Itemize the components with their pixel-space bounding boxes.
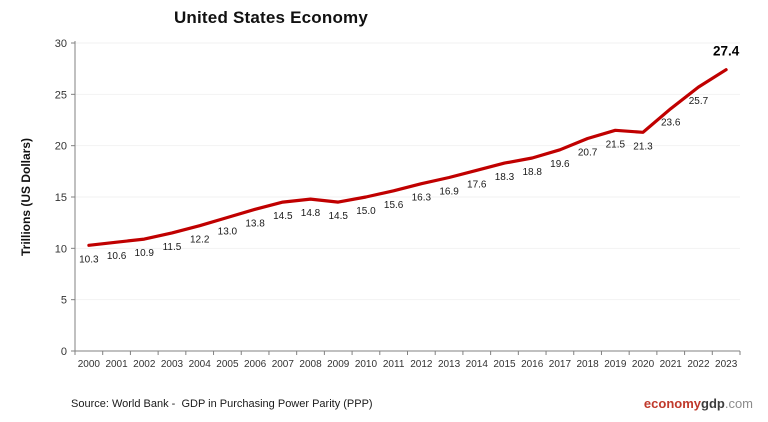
- data-label: 10.6: [107, 251, 127, 262]
- y-tick-label: 0: [61, 346, 67, 358]
- gdp-line-series: [87, 68, 728, 247]
- x-tick-label: 2016: [521, 359, 544, 370]
- x-tick-label: 2022: [687, 359, 710, 370]
- x-tick-label: 2014: [466, 359, 489, 370]
- data-label: 16.3: [412, 193, 432, 204]
- x-tick-label: 2003: [161, 359, 184, 370]
- x-tick-label: 2000: [78, 359, 101, 370]
- y-tick-label: 10: [55, 243, 67, 255]
- data-label: 10.3: [79, 254, 99, 265]
- y-tick-label: 5: [61, 295, 67, 307]
- x-tick-label: 2017: [549, 359, 572, 370]
- data-label: 21.5: [606, 139, 626, 150]
- source-note: Source: World Bank - GDP in Purchasing P…: [71, 398, 373, 410]
- y-tick-label: 15: [55, 192, 67, 204]
- data-label: 14.5: [328, 211, 348, 222]
- data-label: 16.9: [439, 186, 459, 197]
- x-tick-label: 2007: [272, 359, 295, 370]
- chart-title: United States Economy: [173, 8, 369, 27]
- x-tick-label: 2011: [383, 359, 405, 370]
- y-tick-label: 20: [55, 141, 67, 153]
- x-tick-label: 2018: [576, 359, 599, 370]
- x-tick-label: 2015: [493, 359, 516, 370]
- data-label: 15.6: [384, 200, 404, 211]
- x-tick-label: 2019: [604, 359, 627, 370]
- data-label: 17.6: [467, 179, 487, 190]
- x-tick-label: 2001: [105, 359, 128, 370]
- data-label: 25.7: [689, 96, 709, 107]
- x-tick-label: 2023: [715, 359, 738, 370]
- y-tick-label: 25: [55, 89, 67, 101]
- data-label: 14.8: [301, 208, 321, 219]
- x-tick-label: 2006: [244, 359, 267, 370]
- x-tick-label: 2008: [299, 359, 322, 370]
- x-tick-label: 2012: [410, 359, 433, 370]
- x-tick-label: 2021: [660, 359, 683, 370]
- watermark-logo: economygdp.com: [644, 396, 753, 411]
- data-label: 19.6: [550, 159, 570, 170]
- y-tick-label: 30: [55, 38, 67, 50]
- data-label-latest: 27.4: [713, 44, 740, 59]
- data-label: 20.7: [578, 147, 598, 158]
- logo-com-text: .com: [724, 396, 753, 411]
- data-label: 18.8: [522, 167, 542, 178]
- logo-gdp-text: gdp: [701, 396, 725, 411]
- x-tick-label: 2002: [133, 359, 156, 370]
- x-tick-label: 2004: [189, 359, 212, 370]
- data-label: 18.3: [495, 172, 515, 183]
- x-tick-label: 2005: [216, 359, 239, 370]
- data-label: 11.5: [163, 242, 182, 253]
- x-tick-label: 2009: [327, 359, 350, 370]
- data-label: 10.9: [135, 248, 155, 259]
- data-label: 14.5: [273, 211, 293, 222]
- data-label: 15.0: [356, 206, 376, 217]
- logo-economy-text: economy: [643, 396, 701, 411]
- data-label: 12.2: [190, 235, 210, 246]
- x-tick-label: 2013: [438, 359, 461, 370]
- data-label: 21.3: [633, 141, 653, 152]
- x-tick-label: 2010: [355, 359, 378, 370]
- data-label: 13.0: [218, 227, 238, 238]
- data-label: 23.6: [661, 118, 681, 129]
- data-label: 13.8: [245, 218, 265, 229]
- x-tick-label: 2020: [632, 359, 655, 370]
